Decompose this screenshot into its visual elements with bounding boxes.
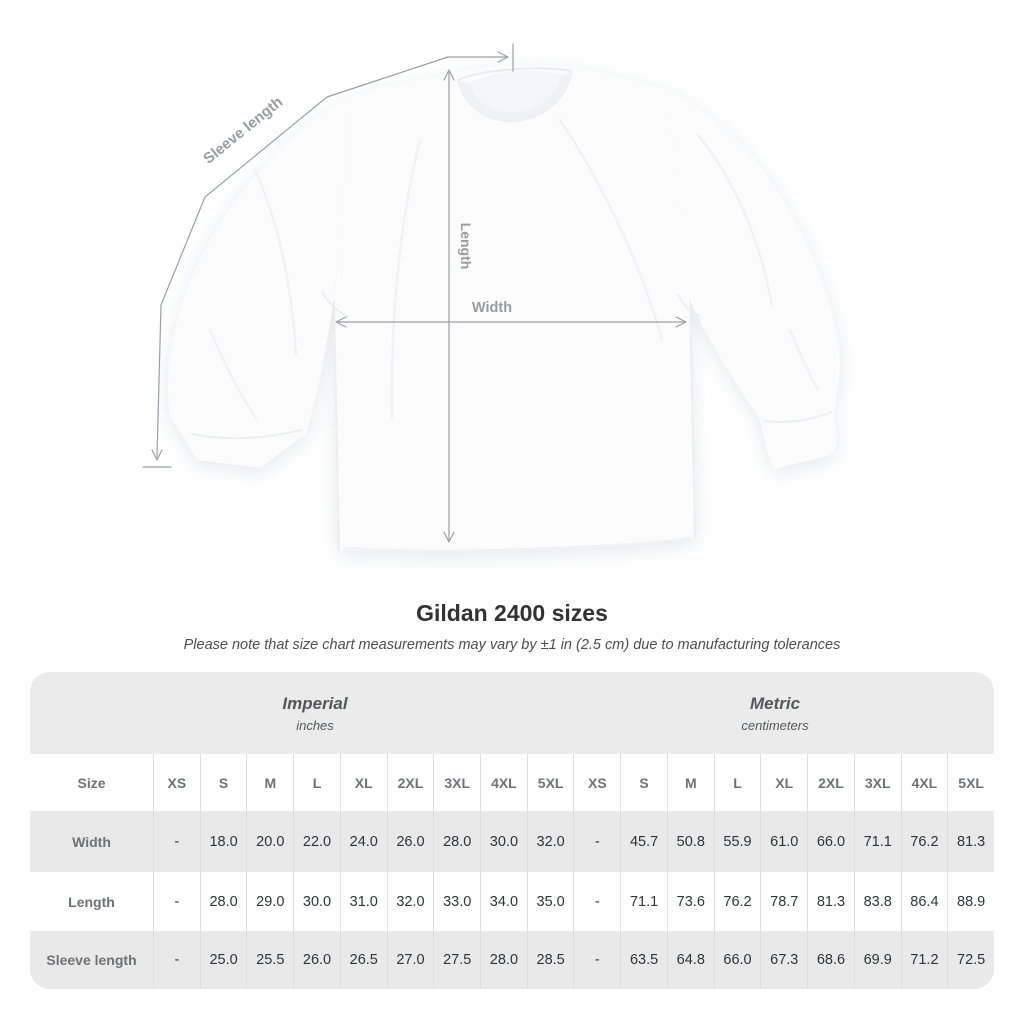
- cell: 63.5: [620, 931, 667, 989]
- page-title: Gildan 2400 sizes: [416, 600, 608, 626]
- cell: -: [573, 872, 620, 931]
- cell: -: [153, 811, 200, 872]
- cell: 78.7: [760, 872, 807, 931]
- unit-header: Imperial inches Metric centimeters: [30, 672, 994, 754]
- size-header: XS: [153, 754, 200, 811]
- cell: 28.5: [526, 931, 574, 989]
- cell: 61.0: [760, 811, 807, 872]
- size-header: M: [246, 754, 293, 811]
- cell: 66.0: [807, 811, 854, 872]
- cell: 24.0: [339, 811, 387, 872]
- long-sleeve-shirt-illustration: [167, 65, 841, 553]
- size-header: 5XL: [526, 754, 574, 811]
- size-header: XL: [339, 754, 387, 811]
- cell: 76.2: [900, 811, 948, 872]
- cell: 64.8: [666, 931, 714, 989]
- metric-unit: centimeters: [741, 717, 809, 733]
- shirt-measurement-diagram: Sleeve length Length Width: [142, 43, 841, 553]
- cell: 28.0: [199, 872, 247, 931]
- cell: 69.9: [853, 931, 901, 989]
- cell: 28.0: [480, 931, 527, 989]
- size-header: 4XL: [900, 754, 948, 811]
- cell: 26.0: [386, 811, 434, 872]
- cell: 28.0: [433, 811, 480, 872]
- row-label: Sleeve length: [46, 952, 137, 968]
- sleeve-length-arrow: [142, 43, 514, 468]
- size-header: 3XL: [853, 754, 901, 811]
- cell: 30.0: [293, 872, 340, 931]
- cell: 72.5: [947, 931, 994, 989]
- size-header: 2XL: [807, 754, 854, 811]
- table-row-width: Width - 18.0 20.0 22.0 24.0 26.0 28.0 30…: [30, 811, 994, 872]
- cell: 32.0: [526, 811, 574, 872]
- cell: 18.0: [199, 811, 247, 872]
- cell: 33.0: [433, 872, 480, 931]
- cell: 67.3: [760, 931, 807, 989]
- size-header: 5XL: [947, 754, 994, 811]
- cell: -: [573, 931, 620, 989]
- cell: 26.5: [339, 931, 387, 989]
- size-header: 2XL: [386, 754, 434, 811]
- length-label: Length: [458, 223, 474, 270]
- size-header: 4XL: [480, 754, 527, 811]
- tolerance-note: Please note that size chart measurements…: [183, 637, 841, 653]
- size-header-row: Size XS S M L XL 2XL 3XL 4XL 5XL XS S M …: [30, 754, 994, 811]
- cell: 35.0: [526, 872, 574, 931]
- cell: 32.0: [386, 872, 434, 931]
- cell: 88.9: [947, 872, 994, 931]
- size-header: S: [199, 754, 247, 811]
- cell: 71.1: [620, 872, 667, 931]
- cell: 81.3: [807, 872, 854, 931]
- cell: 34.0: [480, 872, 527, 931]
- size-header: L: [713, 754, 761, 811]
- imperial-header: Imperial inches: [30, 672, 576, 754]
- cell: 22.0: [293, 811, 340, 872]
- cell: 30.0: [480, 811, 527, 872]
- cell: 26.0: [293, 931, 340, 989]
- cell: 71.1: [853, 811, 901, 872]
- cell: 71.2: [900, 931, 948, 989]
- cell: 73.6: [666, 872, 714, 931]
- size-header: M: [666, 754, 714, 811]
- width-label: Width: [472, 300, 512, 316]
- row-label: Width: [72, 833, 111, 850]
- width-arrow: [335, 316, 687, 328]
- size-table: Imperial inches Metric centimeters Size …: [30, 672, 994, 989]
- table-row-sleeve-length: Sleeve length - 25.0 25.5 26.0 26.5 27.0…: [30, 931, 994, 989]
- cell: 25.5: [246, 931, 293, 989]
- cell: 68.6: [807, 931, 854, 989]
- row-label: Length: [68, 893, 115, 910]
- size-header: S: [620, 754, 667, 811]
- cell: 27.0: [386, 931, 434, 989]
- metric-name: Metric: [749, 693, 801, 713]
- cell: -: [153, 931, 200, 989]
- cell: 45.7: [620, 811, 667, 872]
- cell: 31.0: [339, 872, 387, 931]
- size-column-header: Size: [77, 774, 106, 791]
- cell: 76.2: [713, 872, 761, 931]
- size-header: XS: [573, 754, 620, 811]
- cell: 25.0: [199, 931, 247, 989]
- cell: 55.9: [713, 811, 761, 872]
- length-arrow: [443, 69, 455, 543]
- metric-header: Metric centimeters: [576, 672, 994, 754]
- size-header: 3XL: [433, 754, 480, 811]
- cell: -: [153, 872, 200, 931]
- cell: 50.8: [666, 811, 714, 872]
- cell: 81.3: [947, 811, 994, 872]
- imperial-name: Imperial: [282, 693, 348, 713]
- cell: 27.5: [433, 931, 480, 989]
- cell: 83.8: [853, 872, 901, 931]
- imperial-unit: inches: [296, 717, 334, 733]
- table-row-length: Length - 28.0 29.0 30.0 31.0 32.0 33.0 3…: [30, 872, 994, 931]
- cell: 66.0: [713, 931, 761, 989]
- size-header: XL: [760, 754, 807, 811]
- size-header: L: [293, 754, 340, 811]
- cell: 29.0: [246, 872, 293, 931]
- cell: 20.0: [246, 811, 293, 872]
- cell: 86.4: [900, 872, 948, 931]
- cell: -: [573, 811, 620, 872]
